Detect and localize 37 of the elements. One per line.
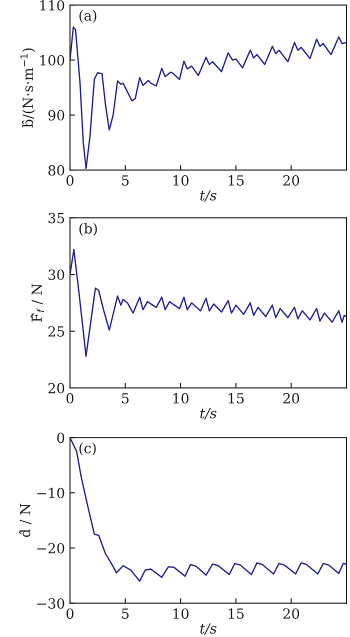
x-tick-label: 10 bbox=[173, 608, 189, 619]
y-tick-label: −20 bbox=[37, 543, 64, 554]
x-tick-label: 0 bbox=[66, 608, 74, 619]
y-axis-title: d̂ / N bbox=[19, 504, 32, 538]
y-axis-title: F̂$_{f}$ / N bbox=[30, 284, 44, 322]
x-tick-label: 5 bbox=[122, 608, 129, 619]
x-tick-label: 15 bbox=[228, 608, 244, 619]
x-tick-label: 5 bbox=[122, 393, 129, 404]
x-tick-label: 20 bbox=[283, 393, 300, 404]
y-tick-label: 35 bbox=[48, 212, 64, 224]
y-tick-label: −30 bbox=[37, 598, 64, 609]
y-tick-label: 80 bbox=[48, 165, 64, 176]
y-axis-title: b̂/(N·s·m$^{−1}$) bbox=[20, 48, 36, 128]
x-axis-title: t/s bbox=[200, 190, 216, 202]
annotation: (a) bbox=[79, 10, 96, 23]
annotation: (b) bbox=[79, 222, 97, 236]
x-tick-label: 0 bbox=[66, 175, 74, 186]
x-tick-label: 20 bbox=[283, 608, 300, 619]
y-tick-label: 90 bbox=[48, 110, 64, 121]
y-tick-label: −10 bbox=[37, 488, 64, 498]
x-tick-label: 15 bbox=[228, 393, 244, 404]
y-tick-label: 20 bbox=[48, 382, 64, 394]
y-tick-label: 25 bbox=[48, 326, 64, 337]
x-tick-label: 10 bbox=[173, 175, 189, 186]
y-tick-label: 0 bbox=[57, 432, 64, 444]
annotation: (c) bbox=[79, 442, 96, 456]
y-tick-label: 110 bbox=[40, 0, 64, 11]
x-tick-label: 10 bbox=[173, 393, 189, 404]
x-axis-title: t/s bbox=[200, 623, 216, 635]
x-tick-label: 20 bbox=[283, 175, 300, 186]
line-series bbox=[70, 248, 346, 357]
y-tick-label: 100 bbox=[40, 55, 64, 66]
x-axis-title: t/s bbox=[200, 408, 216, 420]
x-tick-label: 0 bbox=[66, 393, 74, 404]
x-tick-label: 15 bbox=[228, 175, 244, 186]
y-tick-label: 30 bbox=[48, 270, 64, 280]
x-tick-label: 5 bbox=[122, 175, 129, 186]
